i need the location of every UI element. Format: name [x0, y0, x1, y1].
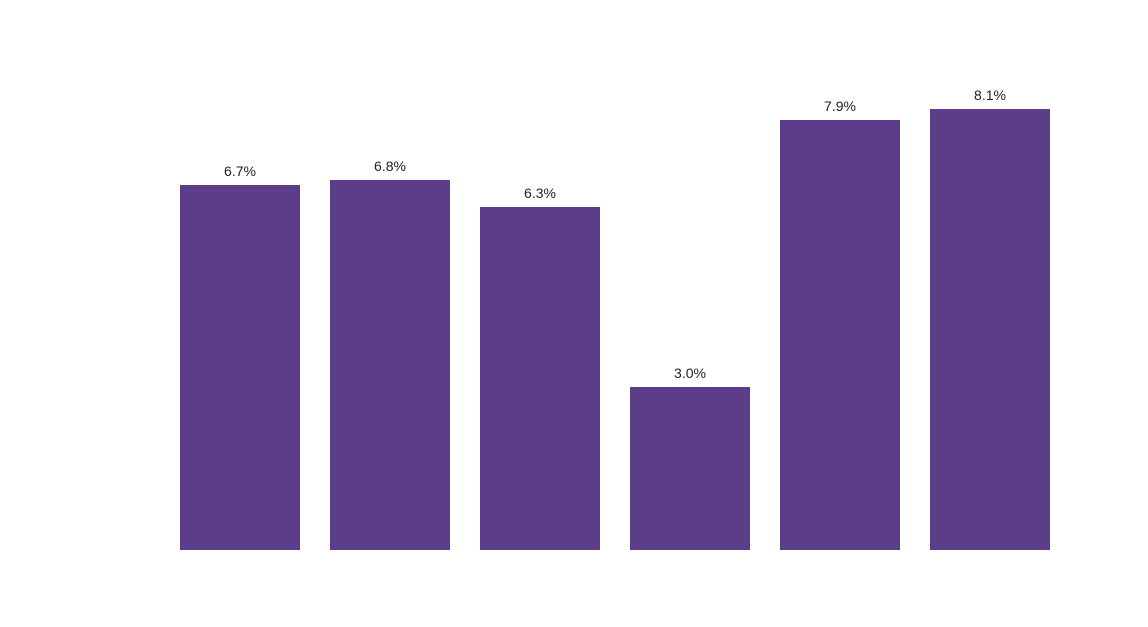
- bar-rect: [930, 109, 1050, 550]
- bar-rect: [630, 387, 750, 550]
- bar-slot: 6.3%: [480, 60, 600, 550]
- bar-value-label: 6.3%: [524, 185, 556, 201]
- bar-value-label: 8.1%: [974, 87, 1006, 103]
- bar-value-label: 6.8%: [374, 158, 406, 174]
- bar-slot: 8.1%: [930, 60, 1050, 550]
- bar-rect: [330, 180, 450, 550]
- bar-slot: 6.7%: [180, 60, 300, 550]
- bar-value-label: 7.9%: [824, 98, 856, 114]
- bar-rect: [480, 207, 600, 550]
- bar-slot: 6.8%: [330, 60, 450, 550]
- bar-chart: 6.7% 6.8% 6.3% 3.0% 7.9% 8.1%: [0, 0, 1148, 627]
- bar-rect: [180, 185, 300, 550]
- bar-rect: [780, 120, 900, 550]
- bar-slot: 7.9%: [780, 60, 900, 550]
- bar-plot-area: 6.7% 6.8% 6.3% 3.0% 7.9% 8.1%: [180, 60, 1060, 550]
- bar-value-label: 3.0%: [674, 365, 706, 381]
- bar-value-label: 6.7%: [224, 163, 256, 179]
- bar-slot: 3.0%: [630, 60, 750, 550]
